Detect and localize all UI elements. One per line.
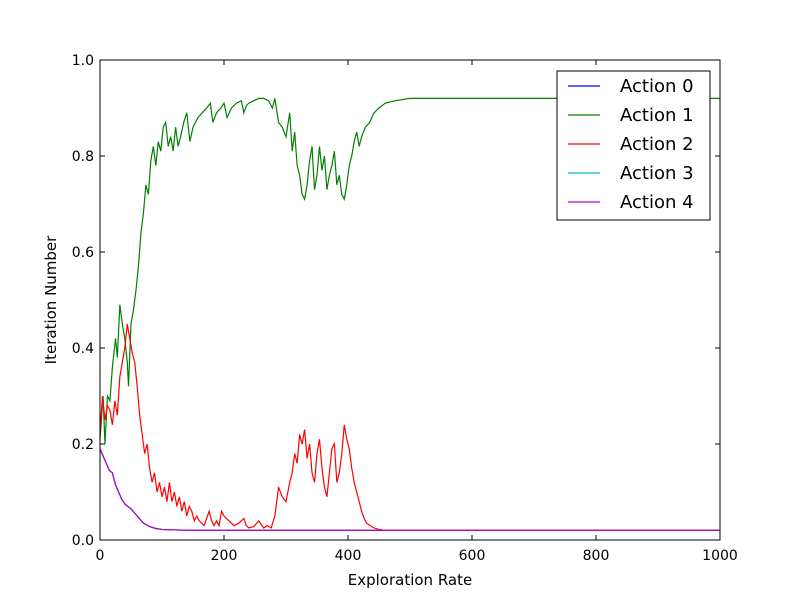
legend-label-action-1: Action 1	[620, 105, 694, 126]
legend: Action 0 Action 1 Action 2 Action 3 Action 4	[556, 70, 711, 221]
y-tick-label: 0.4	[72, 341, 94, 357]
legend-label-action-3: Action 3	[620, 163, 694, 184]
x-tick-label: 600	[459, 548, 486, 564]
y-tick-label: 1.0	[72, 53, 94, 69]
x-tick-label: 800	[583, 548, 610, 564]
y-tick-label: 0.6	[72, 245, 94, 261]
series-line-action-4	[99, 448, 720, 532]
y-axis-ticks: 0.0 0.2 0.4 0.6 0.8 1.0	[72, 53, 720, 549]
series-line-action-1	[99, 97, 720, 445]
x-axis-ticks: 0 200 400 600 800 1000	[96, 60, 738, 564]
y-tick-label: 0.0	[72, 533, 94, 549]
y-tick-label: 0.8	[72, 149, 94, 165]
x-tick-label: 200	[211, 548, 238, 564]
x-tick-label: 1000	[702, 548, 738, 564]
plot-series	[99, 97, 720, 532]
legend-label-action-4: Action 4	[620, 192, 694, 213]
series-line-action-2	[99, 323, 720, 532]
y-axis-label: Iteration Number	[42, 235, 60, 364]
legend-box	[556, 70, 711, 221]
x-tick-label: 400	[335, 548, 362, 564]
y-tick-label: 0.2	[72, 437, 94, 453]
x-tick-label: 0	[96, 548, 105, 564]
plot-frame	[99, 59, 721, 541]
legend-label-action-2: Action 2	[620, 134, 694, 155]
x-axis-label: Exploration Rate	[348, 571, 472, 589]
legend-label-action-0: Action 0	[620, 76, 694, 97]
